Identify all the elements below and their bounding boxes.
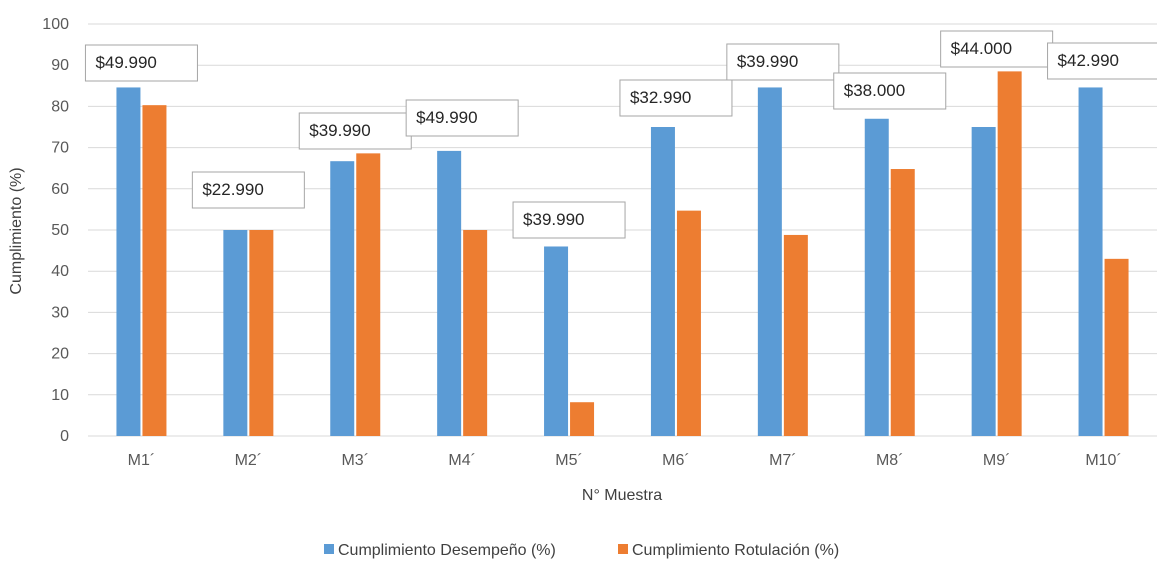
- bar-rotulacion-8: [890, 169, 915, 437]
- price-callout-label: $39.990: [737, 52, 798, 71]
- price-callout-2: $22.990: [191, 171, 305, 209]
- price-callout-7: $39.990: [726, 43, 840, 81]
- price-callout-label: $39.990: [523, 210, 584, 229]
- legend-label: Cumplimiento Rotulación (%): [632, 542, 839, 559]
- bar-desempeno-1: [116, 87, 141, 436]
- y-tick-label: 50: [51, 222, 69, 239]
- price-callout-label: $32.990: [630, 88, 691, 107]
- bar-rotulacion-9: [997, 71, 1022, 436]
- y-tick-label: 100: [42, 16, 69, 33]
- legend-item-1: Cumplimiento Desempeño (%): [324, 542, 556, 559]
- price-callout-label: $38.000: [844, 81, 905, 100]
- price-callouts: $49.990 $22.990 $39.990 $49.990 $39.990 $32.9…: [84, 30, 1157, 239]
- x-axis-ticks: M1´ M2´ M3´ M4´ M5´ M6´ M7´ M8´ M9´ M10´: [128, 452, 1122, 469]
- bar-rotulacion-10: [1104, 258, 1129, 436]
- legend-item-2: Cumplimiento Rotulación (%): [618, 542, 839, 559]
- bar-desempeno-6: [650, 127, 675, 436]
- price-callout-1: $49.990: [84, 44, 198, 82]
- bar-rotulacion-3: [356, 153, 381, 437]
- x-tick-label: M10´: [1085, 452, 1121, 469]
- y-tick-label: 10: [51, 387, 69, 404]
- legend-swatch: [324, 544, 334, 554]
- price-callout-label: $22.990: [202, 180, 263, 199]
- bar-desempeno-3: [330, 161, 355, 437]
- x-tick-label: M5´: [555, 452, 583, 469]
- y-tick-label: 80: [51, 98, 69, 115]
- bar-desempeno-7: [757, 87, 782, 436]
- bar-desempeno-2: [223, 230, 248, 436]
- price-callout-label: $42.990: [1058, 51, 1119, 70]
- bar-desempeno-10: [1078, 87, 1103, 436]
- bar-rotulacion-4: [463, 230, 488, 436]
- price-callout-5: $39.990: [512, 201, 626, 239]
- bar-desempeno-9: [971, 127, 996, 436]
- bar-rotulacion-1: [142, 105, 167, 436]
- y-tick-label: 60: [51, 181, 69, 198]
- price-callout-10: $42.990: [1047, 42, 1157, 80]
- x-tick-label: M1´: [128, 452, 156, 469]
- x-tick-label: M9´: [983, 452, 1011, 469]
- price-callout-label: $39.990: [309, 121, 370, 140]
- y-tick-label: 20: [51, 346, 69, 363]
- bar-desempeno-5: [544, 246, 569, 436]
- bar-rotulacion-7: [783, 234, 808, 436]
- y-tick-label: 90: [51, 57, 69, 74]
- price-callout-label: $44.000: [951, 39, 1012, 58]
- x-tick-label: M2´: [235, 452, 263, 469]
- bar-rotulacion-5: [570, 402, 595, 436]
- price-callout-9: $44.000: [940, 30, 1054, 68]
- y-tick-label: 30: [51, 304, 69, 321]
- y-tick-label: 40: [51, 263, 69, 280]
- bars: [116, 71, 1129, 437]
- price-callout-3: $39.990: [298, 112, 412, 150]
- x-tick-label: M7´: [769, 452, 797, 469]
- legend-swatch: [618, 544, 628, 554]
- y-axis-title: Cumplimiento (%): [8, 167, 25, 294]
- price-callout-label: $49.990: [95, 53, 156, 72]
- price-callout-6: $32.990: [619, 79, 733, 117]
- legend: Cumplimiento Desempeño (%) Cumplimiento R…: [324, 542, 839, 559]
- price-callout-8: $38.000: [833, 72, 947, 110]
- legend-label: Cumplimiento Desempeño (%): [338, 542, 556, 559]
- x-tick-label: M3´: [341, 452, 369, 469]
- x-tick-label: M8´: [876, 452, 904, 469]
- bar-desempeno-8: [864, 118, 889, 436]
- x-axis-title: N° Muestra: [582, 487, 662, 504]
- x-tick-label: M6´: [662, 452, 690, 469]
- y-axis-ticks: 0 10 20 30 40 50 60 70 80 90 100: [42, 16, 69, 445]
- bar-rotulacion-2: [249, 230, 274, 436]
- x-tick-label: M4´: [448, 452, 476, 469]
- bar-rotulacion-6: [676, 210, 701, 436]
- bar-desempeno-4: [437, 150, 462, 436]
- y-tick-label: 70: [51, 140, 69, 157]
- price-callout-label: $49.990: [416, 108, 477, 127]
- price-callout-4: $49.990: [405, 99, 519, 137]
- y-tick-label: 0: [60, 428, 69, 445]
